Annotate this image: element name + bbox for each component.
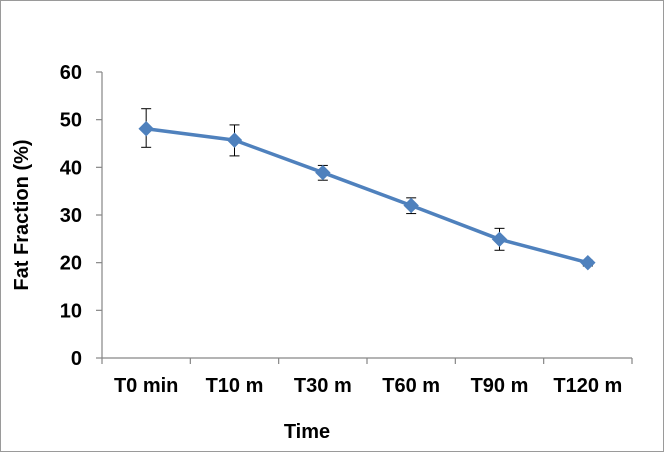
- x-tick-label: T0 min: [114, 375, 178, 397]
- data-point-marker: [403, 197, 419, 214]
- data-point-marker: [138, 121, 154, 137]
- y-tick-label: 30: [60, 205, 82, 227]
- data-point-marker: [580, 254, 596, 271]
- y-tick-label: 50: [60, 110, 82, 132]
- x-tick-labels: T0 min T10 m T30 m T60 m T90 m T120 m: [114, 375, 622, 397]
- data-markers: [138, 121, 596, 271]
- x-tick-label: T10 m: [206, 375, 264, 397]
- y-axis-title: Fat Fraction (%): [11, 139, 33, 290]
- y-tick-label: 60: [60, 62, 82, 84]
- x-tick-label: T120 m: [553, 375, 622, 397]
- series-line: [145, 126, 589, 265]
- series-polyline: [145, 126, 589, 265]
- x-tick-label: T30 m: [294, 375, 352, 397]
- y-tick-label: 40: [60, 157, 82, 179]
- y-tick-label: 20: [60, 253, 82, 275]
- x-tick-label: T90 m: [471, 375, 529, 397]
- axes: [96, 71, 633, 364]
- y-tick-label: 10: [60, 300, 82, 322]
- y-tick-label: 0: [71, 348, 82, 370]
- data-point-marker: [491, 231, 508, 248]
- x-tick-label: T60 m: [382, 375, 440, 397]
- x-axis-title: Time: [284, 421, 330, 443]
- y-tick-labels: 0 10 20 30 40 50 60: [60, 62, 82, 370]
- data-point-marker: [315, 164, 331, 181]
- data-point-marker: [226, 132, 243, 148]
